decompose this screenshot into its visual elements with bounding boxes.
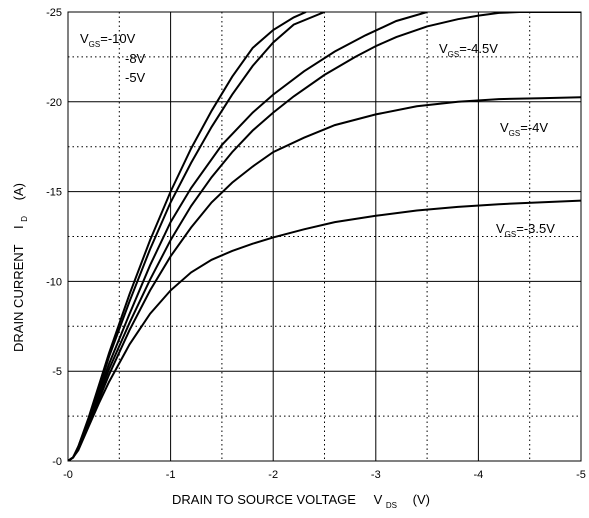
y-tick-label: -0 — [52, 456, 62, 468]
x-axis-unit: (V) — [413, 492, 430, 507]
curve-label-a10: VGS=-10V — [80, 31, 136, 49]
series-line-3 — [68, 12, 428, 461]
y-tick-label: -5 — [52, 366, 62, 378]
x-tick-label: -5 — [576, 469, 586, 481]
curve-label-a45: VGS=-4.5V — [439, 41, 498, 59]
x-axis-title: DRAIN TO SOURCE VOLTAGE — [172, 492, 356, 507]
curves — [68, 12, 581, 461]
y-axis-title: DRAIN CURRENT — [11, 244, 26, 352]
y-axis-label: DRAIN CURRENT I D (A) — [11, 183, 30, 352]
y-axis-unit: (A) — [11, 183, 26, 200]
series-line-5 — [68, 96, 581, 461]
grid — [68, 12, 581, 461]
annotations: VGS=-10V -8V -5V VGS=-4.5V VGS=-4V VGS=-3.5V — [80, 31, 555, 239]
series-line-4 — [68, 12, 581, 461]
x-tick-label: -1 — [166, 469, 176, 481]
x-tick-label: -2 — [268, 469, 278, 481]
series-line-6 — [68, 199, 581, 461]
curve-label-a8: -8V — [125, 51, 146, 66]
x-axis-symbol: V — [374, 492, 383, 507]
y-tick-label: -25 — [46, 7, 62, 19]
series-line-2 — [68, 12, 325, 461]
x-tick-label: -4 — [474, 469, 484, 481]
x-axis-label: DRAIN TO SOURCE VOLTAGE V DS (V) — [172, 492, 430, 511]
y-axis-symbol: I — [11, 225, 26, 229]
x-tick-label: -0 — [63, 469, 73, 481]
curve-label-a5: -5V — [125, 70, 146, 85]
curve-label-a35: VGS=-3.5V — [496, 221, 555, 239]
y-tick-label: -15 — [46, 187, 62, 199]
curve-label-a4: VGS=-4V — [500, 120, 548, 138]
x-tick-label: -3 — [371, 469, 381, 481]
y-axis-subscript: D — [20, 216, 29, 222]
y-tick-label: -20 — [46, 97, 62, 109]
x-axis-subscript: DS — [386, 501, 397, 510]
y-tick-label: -10 — [46, 276, 62, 288]
tick-labels: -0 -1 -2 -3 -4 -5 -0 -5 -10 -15 -20 -25 — [46, 7, 586, 481]
